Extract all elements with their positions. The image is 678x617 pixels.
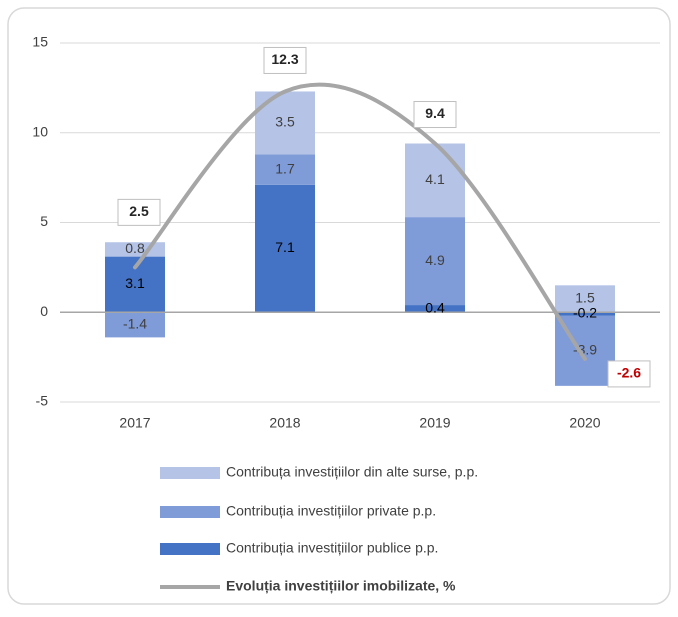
y-tick-label: 15 — [32, 34, 48, 50]
line-label-box — [413, 101, 457, 129]
data-label: -0.2 — [573, 305, 597, 321]
bar-segment — [105, 312, 165, 338]
bar-segment — [405, 217, 465, 306]
y-tick-label: 0 — [40, 303, 48, 319]
line-label-box — [117, 198, 161, 226]
data-label: 4.9 — [425, 252, 445, 268]
line-label: 12.3 — [271, 51, 298, 67]
legend-label: Contribuța investițiilor din alte surse,… — [226, 464, 478, 480]
data-label: 1.7 — [275, 160, 295, 176]
data-label: 0.8 — [125, 240, 145, 256]
x-tick-label: 2019 — [419, 415, 450, 431]
chart-frame — [7, 7, 671, 605]
bar-segment — [555, 312, 615, 316]
line-label: -2.6 — [617, 365, 641, 381]
line-label: 2.5 — [129, 203, 149, 219]
legend-label: Contribuția investițiilor publice p.p. — [226, 540, 438, 556]
bar-segment — [405, 143, 465, 218]
data-label: -1.4 — [123, 316, 147, 332]
y-tick-label: 10 — [32, 123, 48, 139]
data-label: 3.1 — [125, 275, 145, 291]
data-label: 7.1 — [275, 239, 295, 255]
data-label: 0.4 — [425, 299, 445, 315]
line-label-box — [263, 46, 307, 74]
line-label: 9.4 — [425, 105, 445, 121]
x-tick-label: 2018 — [269, 415, 300, 431]
y-tick-label: -5 — [36, 393, 49, 409]
bar-segment — [405, 305, 465, 313]
data-label: 3.5 — [275, 114, 295, 130]
data-label: 4.1 — [425, 171, 445, 187]
data-label: 1.5 — [575, 289, 595, 305]
x-tick-label: 2017 — [119, 415, 150, 431]
line — [133, 82, 587, 361]
legend-label: Evoluția investițiilor imobilizate, % — [226, 578, 456, 594]
bar-segment — [255, 154, 315, 185]
line-label-box — [607, 360, 651, 388]
legend-label: Contribuția investițiilor private p.p. — [226, 503, 436, 519]
legend-swatch — [160, 506, 220, 518]
legend-swatch — [160, 467, 220, 479]
legend-swatch — [160, 543, 220, 555]
bar-segment — [555, 285, 615, 313]
y-tick-label: 5 — [40, 213, 48, 229]
bar-segment — [255, 184, 315, 313]
x-tick-label: 2020 — [569, 415, 600, 431]
